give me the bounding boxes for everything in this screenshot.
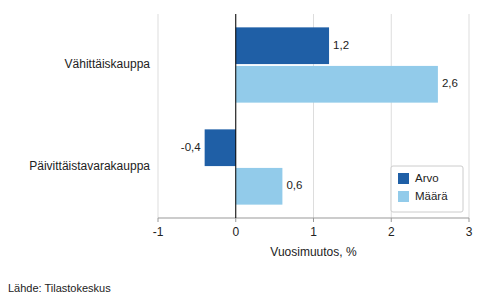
data-label: 1,2: [333, 39, 349, 51]
tick-mark: [235, 218, 236, 222]
grid-line: [469, 14, 470, 218]
legend-swatch: [398, 173, 409, 184]
bars: [205, 27, 438, 204]
source-text: Lähde: Tilastokeskus: [8, 282, 111, 294]
data-label: 2,6: [442, 77, 458, 89]
grid-line: [235, 14, 236, 218]
x-axis-line: [158, 218, 469, 219]
data-label: -0,4: [181, 141, 201, 153]
tick-label: 1: [310, 225, 317, 239]
chart-container: -1 0 1 2 3 Päivittäistavarakauppa Vähittäiskau…: [0, 0, 491, 302]
tick-label: -1: [153, 225, 164, 239]
data-label: 0,6: [286, 179, 302, 191]
tick-label: 0: [232, 225, 239, 239]
tick-mark: [313, 218, 314, 222]
category-label: Päivittäistavarakauppa: [29, 159, 150, 173]
tick-mark: [158, 218, 159, 222]
x-axis-label: Vuosimuutos, %: [270, 245, 357, 259]
grid-line: [158, 14, 159, 218]
legend: Arvo Määrä: [391, 166, 463, 212]
bar: [205, 129, 236, 166]
tick-mark: [391, 218, 392, 222]
tick-label: 3: [466, 225, 473, 239]
legend-label: Arvo: [415, 172, 439, 184]
tick-mark: [469, 218, 470, 222]
legend-label: Määrä: [415, 190, 448, 202]
legend-swatch: [398, 191, 409, 202]
category-label: Vähittäiskauppa: [65, 57, 151, 71]
bar: [236, 66, 438, 103]
tick-label: 2: [388, 225, 395, 239]
bar: [236, 27, 329, 64]
bar: [236, 168, 283, 205]
legend-box: [391, 166, 463, 212]
chart-svg: -1 0 1 2 3 Päivittäistavarakauppa Vähittäiskau…: [0, 0, 491, 302]
grid: -1 0 1 2 3: [153, 14, 473, 239]
zero-line: [235, 14, 236, 218]
